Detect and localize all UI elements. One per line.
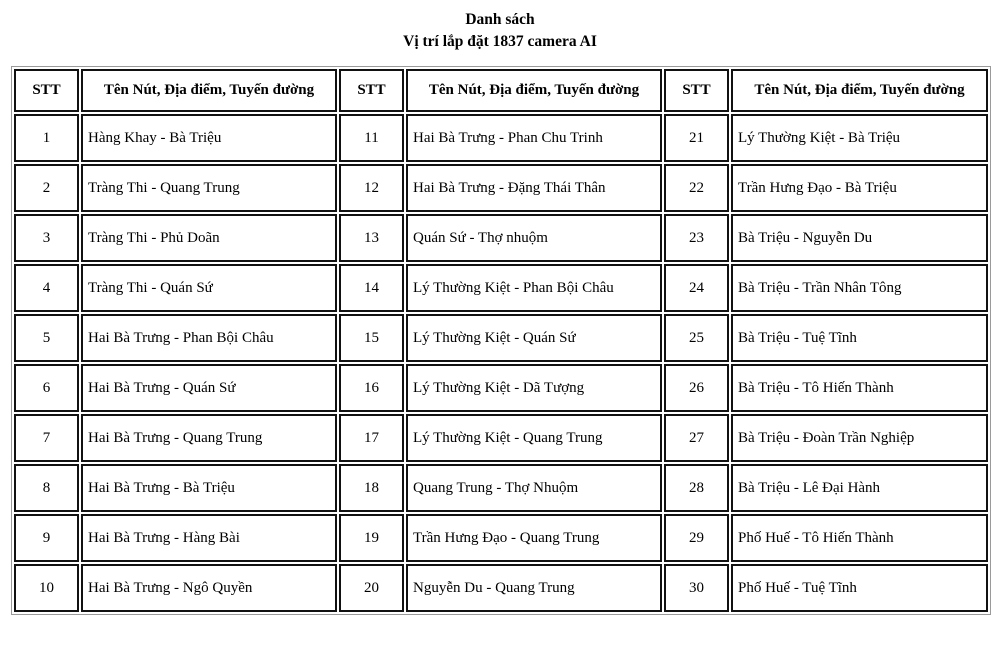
stt-cell: 28 [664, 464, 729, 512]
stt-cell: 27 [664, 414, 729, 462]
stt-cell: 24 [664, 264, 729, 312]
location-cell: Lý Thường Kiệt - Quán Sứ [406, 314, 662, 362]
location-cell: Hai Bà Trưng - Bà Triệu [81, 464, 337, 512]
stt-cell: 18 [339, 464, 404, 512]
stt-cell: 12 [339, 164, 404, 212]
stt-cell: 29 [664, 514, 729, 562]
location-cell: Bà Triệu - Trần Nhân Tông [731, 264, 988, 312]
table-row: 4 Tràng Thi - Quán Sứ 14 Lý Thường Kiệt … [14, 264, 988, 312]
location-cell: Bà Triệu - Tuệ Tĩnh [731, 314, 988, 362]
title-line-2: Vị trí lắp đặt 1837 camera AI [403, 33, 597, 50]
location-cell: Bà Triệu - Đoàn Trần Nghiệp [731, 414, 988, 462]
location-cell: Tràng Thi - Quang Trung [81, 164, 337, 212]
location-cell: Hai Bà Trưng - Đặng Thái Thân [406, 164, 662, 212]
table-row: 9 Hai Bà Trưng - Hàng Bài 19 Trần Hưng Đ… [14, 514, 988, 562]
stt-cell: 15 [339, 314, 404, 362]
location-cell: Hai Bà Trưng - Hàng Bài [81, 514, 337, 562]
stt-cell: 13 [339, 214, 404, 262]
location-cell: Hai Bà Trưng - Quán Sứ [81, 364, 337, 412]
stt-cell: 4 [14, 264, 79, 312]
location-cell: Trần Hưng Đạo - Bà Triệu [731, 164, 988, 212]
stt-cell: 9 [14, 514, 79, 562]
table-row: 6 Hai Bà Trưng - Quán Sứ 16 Lý Thường Ki… [14, 364, 988, 412]
table-row: 2 Tràng Thi - Quang Trung 12 Hai Bà Trưn… [14, 164, 988, 212]
location-cell: Lý Thường Kiệt - Quang Trung [406, 414, 662, 462]
table-header-row: STT Tên Nút, Địa điểm, Tuyến đường STT T… [14, 69, 988, 112]
location-cell: Tràng Thi - Quán Sứ [81, 264, 337, 312]
table-row: 1 Hàng Khay - Bà Triệu 11 Hai Bà Trưng -… [14, 114, 988, 162]
title-line-1: Danh sách [465, 11, 535, 28]
location-cell: Tràng Thi - Phủ Doãn [81, 214, 337, 262]
location-cell: Nguyễn Du - Quang Trung [406, 564, 662, 612]
stt-cell: 21 [664, 114, 729, 162]
page-title: Danh sách Vị trí lắp đặt 1837 camera AI [0, 9, 1000, 53]
location-cell: Hai Bà Trưng - Phan Bội Châu [81, 314, 337, 362]
stt-cell: 22 [664, 164, 729, 212]
stt-cell: 17 [339, 414, 404, 462]
stt-cell: 20 [339, 564, 404, 612]
stt-cell: 2 [14, 164, 79, 212]
location-cell: Phố Huế - Tô Hiến Thành [731, 514, 988, 562]
location-cell: Bà Triệu - Tô Hiến Thành [731, 364, 988, 412]
stt-cell: 16 [339, 364, 404, 412]
stt-cell: 19 [339, 514, 404, 562]
table-row: 8 Hai Bà Trưng - Bà Triệu 18 Quang Trung… [14, 464, 988, 512]
header-location: Tên Nút, Địa điểm, Tuyến đường [81, 69, 337, 112]
stt-cell: 5 [14, 314, 79, 362]
table-row: 7 Hai Bà Trưng - Quang Trung 17 Lý Thườn… [14, 414, 988, 462]
location-cell: Hai Bà Trưng - Phan Chu Trinh [406, 114, 662, 162]
header-stt: STT [339, 69, 404, 112]
header-stt: STT [664, 69, 729, 112]
table-row: 3 Tràng Thi - Phủ Doãn 13 Quán Sứ - Thợ … [14, 214, 988, 262]
stt-cell: 3 [14, 214, 79, 262]
stt-cell: 6 [14, 364, 79, 412]
header-location: Tên Nút, Địa điểm, Tuyến đường [731, 69, 988, 112]
location-cell: Phố Huế - Tuệ Tĩnh [731, 564, 988, 612]
stt-cell: 1 [14, 114, 79, 162]
location-cell: Lý Thường Kiệt - Bà Triệu [731, 114, 988, 162]
stt-cell: 10 [14, 564, 79, 612]
location-cell: Bà Triệu - Lê Đại Hành [731, 464, 988, 512]
header-stt: STT [14, 69, 79, 112]
stt-cell: 8 [14, 464, 79, 512]
location-cell: Hàng Khay - Bà Triệu [81, 114, 337, 162]
location-cell: Quang Trung - Thợ Nhuộm [406, 464, 662, 512]
location-cell: Hai Bà Trưng - Ngô Quyền [81, 564, 337, 612]
location-cell: Quán Sứ - Thợ nhuộm [406, 214, 662, 262]
header-location: Tên Nút, Địa điểm, Tuyến đường [406, 69, 662, 112]
stt-cell: 14 [339, 264, 404, 312]
stt-cell: 23 [664, 214, 729, 262]
location-cell: Bà Triệu - Nguyễn Du [731, 214, 988, 262]
table-row: 10 Hai Bà Trưng - Ngô Quyền 20 Nguyễn Du… [14, 564, 988, 612]
stt-cell: 30 [664, 564, 729, 612]
location-cell: Lý Thường Kiệt - Dã Tượng [406, 364, 662, 412]
location-cell: Lý Thường Kiệt - Phan Bội Châu [406, 264, 662, 312]
location-cell: Hai Bà Trưng - Quang Trung [81, 414, 337, 462]
camera-locations-table: STT Tên Nút, Địa điểm, Tuyến đường STT T… [11, 66, 991, 615]
table-row: 5 Hai Bà Trưng - Phan Bội Châu 15 Lý Thư… [14, 314, 988, 362]
stt-cell: 7 [14, 414, 79, 462]
stt-cell: 25 [664, 314, 729, 362]
location-cell: Trần Hưng Đạo - Quang Trung [406, 514, 662, 562]
stt-cell: 26 [664, 364, 729, 412]
stt-cell: 11 [339, 114, 404, 162]
